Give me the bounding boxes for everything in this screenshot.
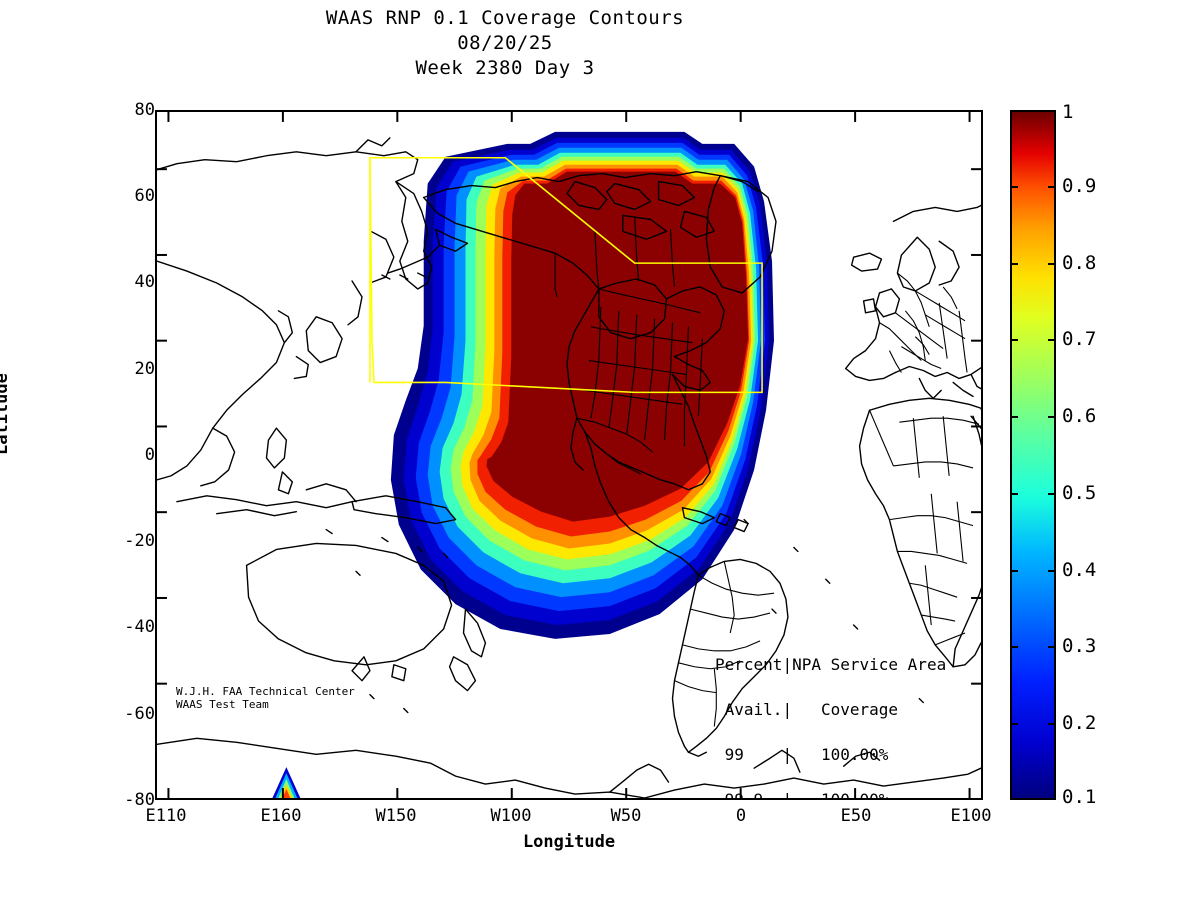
map-plot-area: W.J.H. FAA Technical Center WAAS Test Te…: [155, 110, 983, 800]
cbar-label-0.6: 0.6: [1062, 405, 1097, 427]
y-tick-m20: -20: [124, 531, 155, 551]
y-axis-tick-labels: 80 60 40 20 0 -20 -40 -60 -80: [0, 100, 1200, 810]
title-line-2: 08/20/25: [457, 32, 553, 54]
y-tick-m80: -80: [124, 790, 155, 810]
stats-avail-0: 99: [724, 745, 744, 764]
cbar-label-0.5: 0.5: [1062, 482, 1097, 504]
x-tick-E110: E110: [145, 806, 187, 826]
stats-subheader-left: Avail.: [724, 700, 783, 719]
cbar-label-0.2: 0.2: [1062, 712, 1097, 734]
x-tick-E100: E100: [950, 806, 992, 826]
figure-title: WAAS RNP 0.1 Coverage Contours 08/20/25 …: [0, 6, 1010, 81]
x-tick-0: 0: [735, 806, 747, 826]
stats-avail-1: 99.9: [724, 790, 764, 800]
x-tick-W150: W150: [375, 806, 417, 826]
cbar-label-0.8: 0.8: [1062, 252, 1097, 274]
stats-subheader-row: Avail.| Coverage: [724, 700, 899, 719]
y-axis-title: Latitude: [0, 373, 12, 455]
y-tick-m40: -40: [124, 617, 155, 637]
stats-header-row: Percent|NPA Service Area: [715, 655, 947, 674]
credit-line-2: WAAS Test Team: [176, 698, 269, 711]
credit-annotation: W.J.H. FAA Technical Center WAAS Test Te…: [176, 685, 355, 711]
cbar-label-0.9: 0.9: [1062, 175, 1097, 197]
colorbar-gradient: [1012, 112, 1054, 798]
y-tick-40: 40: [134, 272, 155, 292]
title-line-1: WAAS RNP 0.1 Coverage Contours: [325, 7, 685, 29]
cbar-label-0.3: 0.3: [1062, 635, 1097, 657]
stats-coverage-0: 100.00%: [820, 745, 889, 764]
political-borders-layer: [554, 217, 981, 727]
cbar-label-0.1: 0.1: [1062, 786, 1097, 808]
coverage-contour-bands: [390, 131, 775, 639]
npa-service-area-boundary: [369, 156, 763, 394]
y-tick-80: 80: [134, 100, 155, 120]
x-axis-tick-labels: E110 E160 W150 W100 W50 0 E50 E100: [146, 806, 992, 836]
colorbar-tick-marks: [1010, 110, 1056, 800]
y-tick-0: 0: [144, 445, 155, 465]
map-canvas: [157, 112, 981, 798]
credit-line-1: W.J.H. FAA Technical Center: [176, 685, 355, 698]
colorbar: [1010, 110, 1056, 800]
y-tick-60: 60: [134, 186, 155, 206]
table-row: 99.9 | 100.00%: [715, 790, 946, 800]
stats-header-right: NPA Service Area: [792, 655, 947, 674]
axis-tick-marks: [157, 112, 981, 798]
stats-subheader-right: Coverage: [820, 700, 899, 719]
x-tick-W100: W100: [490, 806, 532, 826]
cbar-label-0.4: 0.4: [1062, 559, 1097, 581]
title-line-3: Week 2380 Day 3: [415, 57, 595, 79]
x-tick-E160: E160: [260, 806, 302, 826]
x-tick-E50: E50: [840, 806, 872, 826]
stats-header-left: Percent: [715, 655, 783, 674]
cbar-label-1: 1: [1062, 101, 1074, 123]
x-tick-W50: W50: [610, 806, 642, 826]
cbar-label-0.7: 0.7: [1062, 328, 1097, 350]
npa-coverage-stats-table: Percent|NPA Service Area Avail.| Coverag…: [715, 627, 947, 800]
x-axis-title: Longitude: [522, 832, 616, 852]
table-row: 99 | 100.00%: [724, 745, 889, 764]
stats-coverage-1: 100.00%: [820, 790, 889, 800]
coastline-layer: [157, 137, 981, 798]
y-tick-m60: -60: [124, 704, 155, 724]
y-tick-20: 20: [134, 359, 155, 379]
